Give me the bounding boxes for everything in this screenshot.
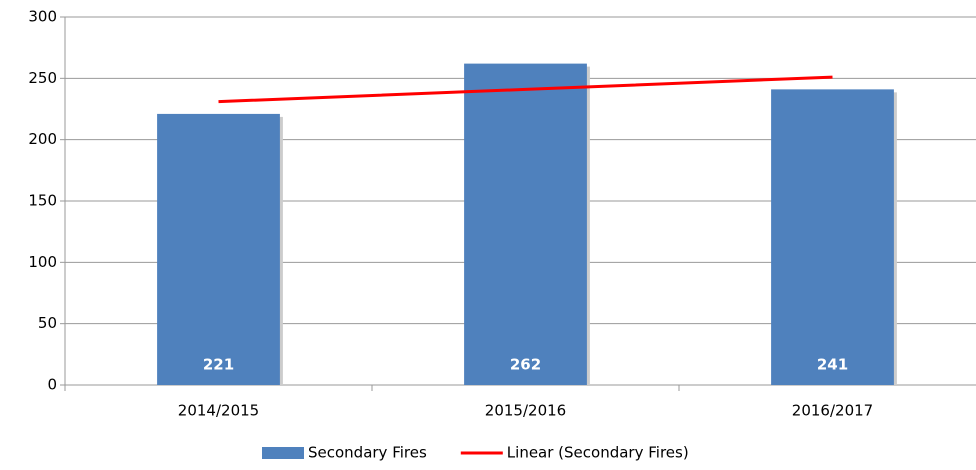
bar: [771, 89, 894, 385]
y-tick-label: 250: [28, 69, 57, 87]
y-tick-label: 0: [47, 376, 57, 394]
x-tick-label: 2015/2016: [485, 402, 566, 420]
y-tick-label: 200: [28, 130, 57, 148]
legend-swatch: [262, 447, 304, 459]
trend-line: [218, 75, 833, 104]
y-tick-label: 300: [28, 8, 57, 26]
x-tick-label: 2016/2017: [792, 402, 873, 420]
bar: [464, 63, 587, 385]
data-label: 262: [510, 356, 541, 374]
bar: [157, 113, 280, 385]
y-tick-label: 50: [38, 314, 57, 332]
data-label: 221: [203, 356, 234, 374]
x-tick-label: 2014/2015: [178, 402, 259, 420]
legend-label: Linear (Secondary Fires): [507, 444, 689, 462]
y-tick-label: 100: [28, 253, 57, 271]
legend-label: Secondary Fires: [308, 444, 427, 462]
data-label: 241: [817, 356, 848, 374]
y-tick-label: 150: [28, 192, 57, 210]
